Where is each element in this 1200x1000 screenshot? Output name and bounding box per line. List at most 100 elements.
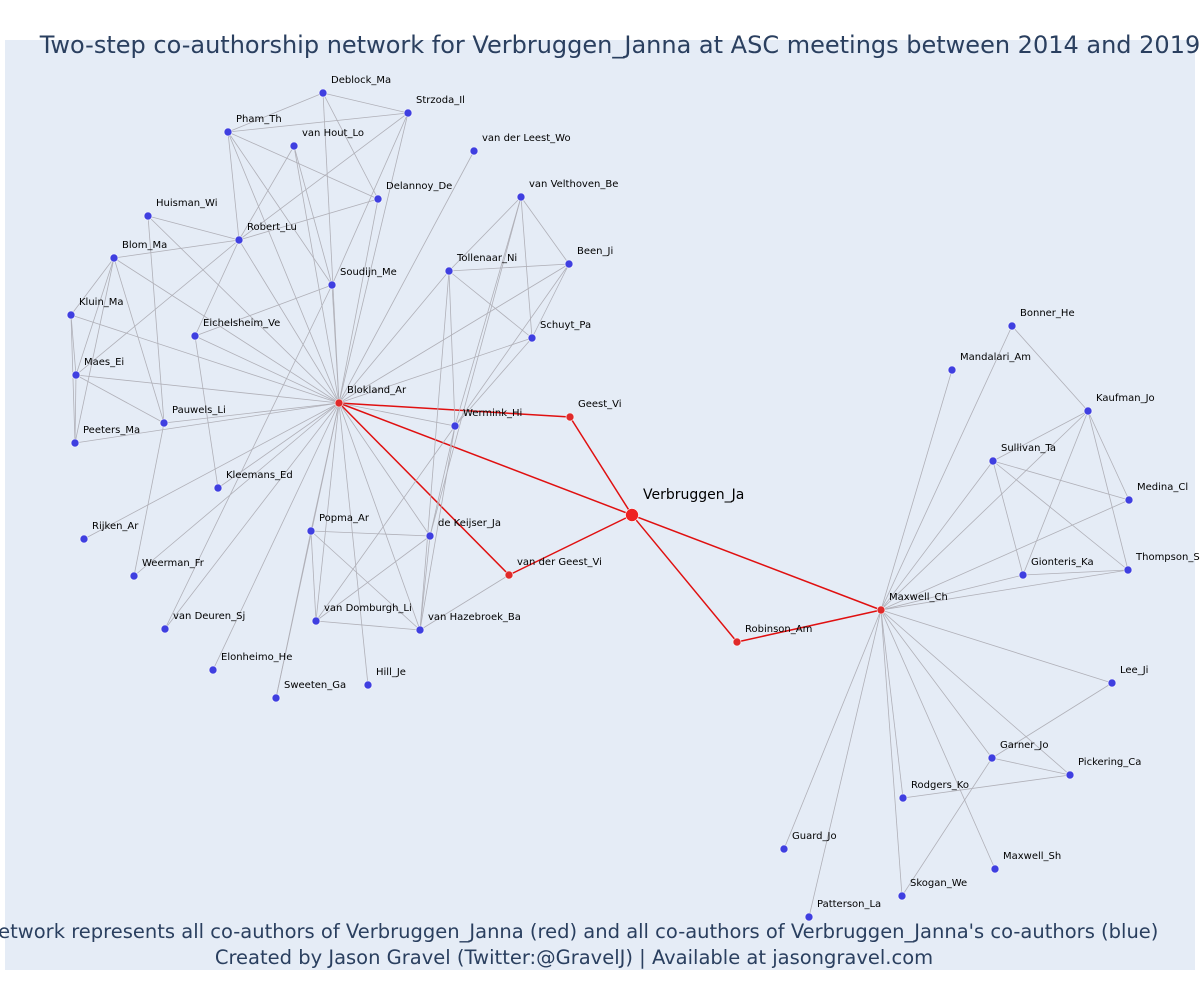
edge bbox=[419, 270, 450, 631]
node bbox=[190, 331, 200, 341]
edge bbox=[880, 569, 1129, 611]
edge bbox=[238, 145, 295, 241]
edge bbox=[880, 574, 1024, 611]
edge bbox=[338, 263, 570, 404]
edge bbox=[454, 196, 522, 427]
node bbox=[311, 616, 321, 626]
edge bbox=[338, 402, 431, 537]
node-label: Robert_Lu bbox=[247, 222, 297, 233]
node-label: Delannoy_De bbox=[386, 181, 452, 192]
edge bbox=[315, 535, 431, 622]
node bbox=[564, 259, 574, 269]
node bbox=[334, 398, 344, 408]
node-label: Maxwell_Ch bbox=[889, 592, 948, 603]
node-label: Medina_Cl bbox=[1137, 482, 1188, 493]
edge bbox=[338, 402, 369, 686]
edge bbox=[880, 369, 953, 611]
node bbox=[327, 280, 337, 290]
node-label: Pauwels_Li bbox=[172, 405, 226, 416]
node-label: Blokland_Ar bbox=[347, 385, 407, 396]
node-label: Wermink_Hi bbox=[463, 408, 522, 419]
edge bbox=[808, 609, 882, 918]
node-label: Blom_Ma bbox=[122, 240, 167, 251]
edge bbox=[74, 257, 115, 444]
node-label: Maes_Ei bbox=[84, 357, 124, 368]
node-label: Tollenaar_Ni bbox=[456, 253, 517, 264]
edge bbox=[992, 460, 1130, 501]
footer-note: Network represents all co-authors of Ver… bbox=[0, 920, 1158, 943]
edge bbox=[70, 257, 115, 316]
node bbox=[987, 753, 997, 763]
edge bbox=[322, 92, 379, 200]
node-label: Popma_Ar bbox=[319, 513, 370, 524]
edge bbox=[238, 198, 379, 241]
node-label: Weerman_Fr bbox=[142, 558, 205, 569]
edge bbox=[331, 284, 340, 404]
node-label: Schuyt_Pa bbox=[540, 320, 591, 331]
node-label: Deblock_Ma bbox=[331, 75, 391, 86]
node bbox=[425, 531, 435, 541]
node-label: van Hazebroek_Ba bbox=[428, 612, 521, 623]
node-label: Rodgers_Ko bbox=[911, 780, 969, 791]
edge bbox=[429, 196, 522, 537]
node-label: Peeters_Ma bbox=[83, 425, 140, 436]
edge bbox=[992, 460, 1024, 576]
edge bbox=[1011, 325, 1089, 412]
edge bbox=[113, 239, 240, 259]
edge bbox=[293, 145, 340, 404]
node-label: Sweeten_Ga bbox=[284, 680, 346, 691]
edge bbox=[531, 263, 570, 339]
node bbox=[289, 141, 299, 151]
edge bbox=[310, 530, 317, 622]
edge bbox=[75, 374, 340, 404]
node-label: van Hout_Lo bbox=[302, 128, 364, 139]
node bbox=[1018, 570, 1028, 580]
edge bbox=[75, 374, 165, 424]
node bbox=[990, 864, 1000, 874]
edge bbox=[331, 112, 409, 286]
node-label: Thompson_S bbox=[1135, 552, 1200, 563]
edge bbox=[338, 402, 456, 427]
node bbox=[1007, 321, 1017, 331]
edge bbox=[520, 196, 533, 339]
edge bbox=[569, 416, 633, 516]
node-label: van Velthoven_Be bbox=[529, 179, 618, 190]
node-label: Geest_Vi bbox=[578, 399, 622, 410]
node bbox=[234, 235, 244, 245]
node bbox=[223, 127, 233, 137]
node-label: Rijken_Ar bbox=[92, 521, 139, 532]
node bbox=[876, 605, 886, 615]
edge bbox=[902, 774, 1071, 799]
node bbox=[469, 146, 479, 156]
edge bbox=[338, 337, 533, 404]
node bbox=[450, 421, 460, 431]
node bbox=[988, 456, 998, 466]
edge bbox=[194, 239, 240, 337]
node-label: van der Geest_Vi bbox=[517, 557, 602, 568]
edge bbox=[880, 609, 903, 897]
node-label: van Deuren_Sj bbox=[173, 611, 245, 622]
node-label: van der Leest_Wo bbox=[482, 133, 571, 144]
edge bbox=[212, 402, 340, 671]
node bbox=[306, 526, 316, 536]
edge bbox=[880, 410, 1089, 611]
edge bbox=[164, 402, 340, 630]
edge bbox=[338, 150, 475, 404]
edge bbox=[419, 425, 456, 631]
edge bbox=[880, 325, 1013, 611]
edge bbox=[83, 402, 340, 540]
node-label: Lee_Ji bbox=[1120, 665, 1148, 676]
edge bbox=[338, 112, 409, 404]
node bbox=[71, 370, 81, 380]
node bbox=[109, 253, 119, 263]
edge bbox=[508, 514, 633, 576]
edge bbox=[133, 402, 340, 577]
node-label: Maxwell_Sh bbox=[1003, 851, 1061, 862]
node-label: Strzoda_Il bbox=[416, 95, 465, 106]
edge bbox=[70, 314, 340, 404]
edge bbox=[880, 499, 1130, 611]
edge bbox=[322, 92, 409, 114]
edge bbox=[520, 196, 570, 265]
node bbox=[565, 412, 575, 422]
